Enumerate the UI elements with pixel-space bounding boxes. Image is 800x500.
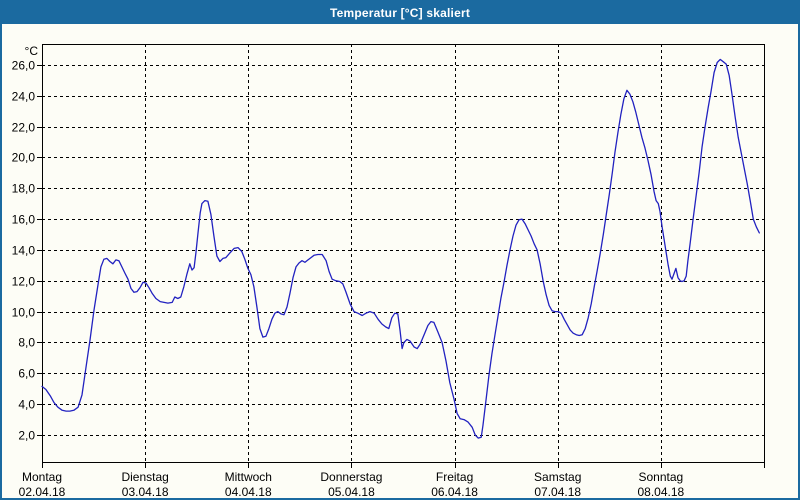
x-day-name-label: Freitag xyxy=(436,470,473,484)
temperature-chart: 26,0 24,0 22,0 20,0 18,0 16,0 14,0 12,0 10,0 8,0 6… xyxy=(2,24,798,498)
y-tick-label: 18,0 xyxy=(12,182,36,196)
x-day-name-label: Mittwoch xyxy=(225,470,272,484)
x-day-date-label: 06.04.18 xyxy=(431,485,478,498)
y-tick-label: 26,0 xyxy=(12,59,36,73)
y-tick-label: 24,0 xyxy=(12,90,36,104)
chart-canvas: 26,0 24,0 22,0 20,0 18,0 16,0 14,0 12,0 10,0 8,0 6… xyxy=(12,44,765,498)
x-day-date-label: 08.04.18 xyxy=(637,485,684,498)
y-tick-label: 4,0 xyxy=(18,398,35,412)
x-day-date-label: 03.04.18 xyxy=(122,485,169,498)
y-tick-label: 16,0 xyxy=(12,213,36,227)
y-tick-label: 6,0 xyxy=(18,367,35,381)
y-axis-unit-label: °C xyxy=(25,44,39,58)
x-day-date-label: 02.04.18 xyxy=(19,485,66,498)
plot-border xyxy=(42,44,765,463)
y-tick-label: 22,0 xyxy=(12,121,36,135)
x-day-name-label: Dienstag xyxy=(121,470,168,484)
y-tick-label: 10,0 xyxy=(12,306,36,320)
x-day-date-label: 04.04.18 xyxy=(225,485,272,498)
x-day-name-label: Samstag xyxy=(534,470,581,484)
title-bar: Temperatur [°C] skaliert xyxy=(2,2,798,24)
x-day-name-label: Donnerstag xyxy=(320,470,382,484)
y-tick-label: 12,0 xyxy=(12,275,36,289)
x-day-date-label: 07.04.18 xyxy=(534,485,581,498)
y-tick-label: 2,0 xyxy=(18,429,35,443)
x-day-name-label: Montag xyxy=(22,470,62,484)
window-title: Temperatur [°C] skaliert xyxy=(329,6,471,20)
temperature-line xyxy=(41,58,760,439)
y-tick-label: 14,0 xyxy=(12,244,36,258)
x-day-date-label: 05.04.18 xyxy=(328,485,375,498)
y-tick-label: 20,0 xyxy=(12,151,36,165)
y-tick-label: 8,0 xyxy=(18,336,35,350)
x-day-name-label: Sonntag xyxy=(638,470,683,484)
